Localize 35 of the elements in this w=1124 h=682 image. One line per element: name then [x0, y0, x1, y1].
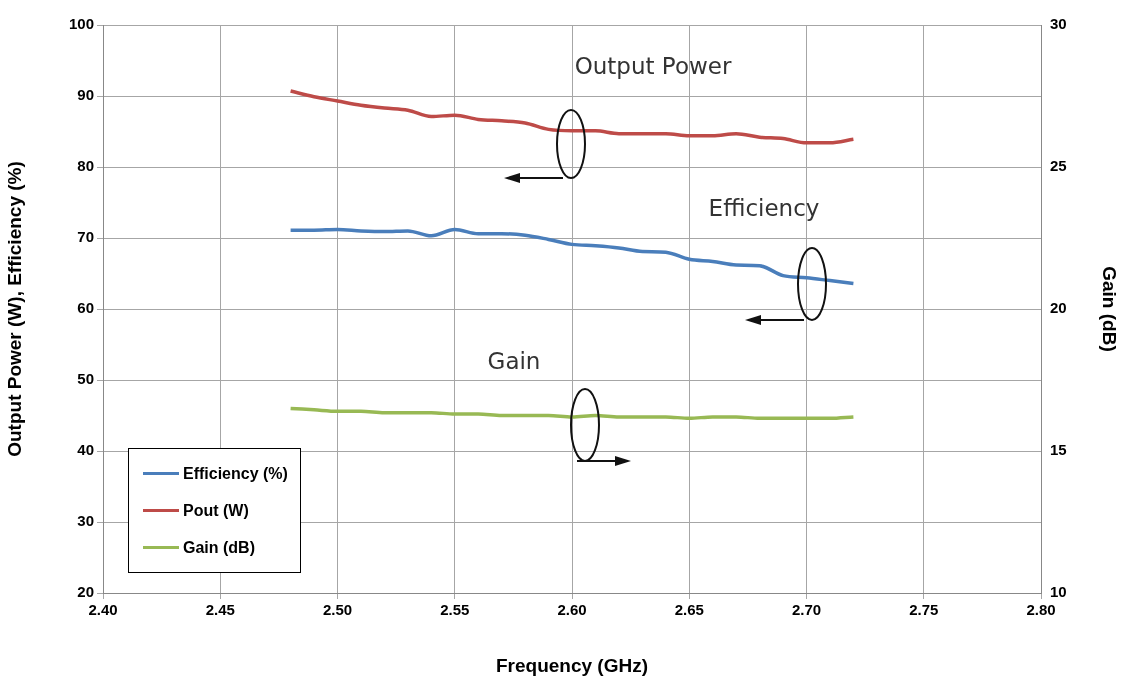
y2-tick-label: 20	[1050, 299, 1067, 317]
x-tick-label: 2.40	[88, 601, 118, 619]
x-tick-label: 2.80	[1026, 601, 1056, 619]
y2-tick-label: 15	[1050, 441, 1067, 459]
line-series	[288, 406, 856, 421]
line-series	[288, 227, 856, 286]
x-axis-title: Frequency (GHz)	[495, 654, 649, 676]
legend-label: Pout (W)	[183, 501, 249, 520]
x-tick-label: 2.65	[674, 601, 704, 619]
x-tick-label: 2.75	[909, 601, 939, 619]
y2-axis-title: Gain (dB)	[1099, 266, 1121, 352]
y2-tick-label: 25	[1050, 157, 1067, 175]
y-axis-title: Output Power (W), Efficiency (%)	[3, 161, 25, 457]
annotation: Output Power	[574, 52, 732, 79]
y-tick-label: 20	[77, 583, 94, 601]
annotation: Efficiency	[708, 194, 820, 221]
y-tick-label: 80	[77, 157, 94, 175]
x-tick-label: 2.60	[557, 601, 587, 619]
legend-label: Efficiency (%)	[183, 464, 288, 483]
annotation: Gain	[487, 347, 541, 374]
y-tick-label: 40	[77, 441, 94, 459]
y2-tick-label: 30	[1050, 15, 1067, 33]
y2-tick-label: 10	[1050, 583, 1067, 601]
x-tick-label: 2.55	[440, 601, 470, 619]
y-tick-label: 90	[77, 86, 94, 104]
y-tick-label: 60	[77, 299, 94, 317]
x-tick-label: 2.70	[791, 601, 822, 619]
x-tick-label: 2.50	[322, 601, 353, 619]
y-tick-label: 70	[77, 228, 94, 246]
x-tick-label: 2.45	[205, 601, 235, 619]
line-series	[288, 89, 856, 145]
y-tick-label: 50	[77, 370, 94, 388]
y-tick-label: 100	[68, 15, 94, 33]
legend-label: Gain (dB)	[183, 538, 255, 557]
y-tick-label: 30	[77, 512, 94, 530]
